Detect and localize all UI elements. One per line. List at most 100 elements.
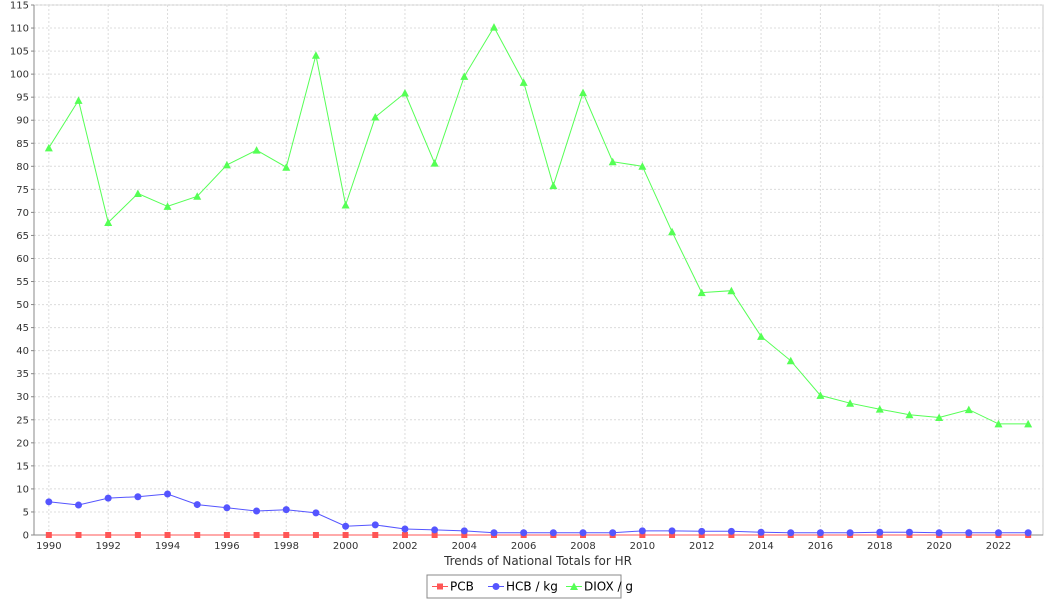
series <box>44 23 1033 538</box>
data-point <box>905 410 914 419</box>
x-tick-label: 2004 <box>452 541 477 552</box>
data-point <box>105 532 112 538</box>
data-point <box>1024 419 1033 428</box>
x-tick-label: 2020 <box>926 541 951 552</box>
data-point <box>698 532 705 538</box>
data-point <box>816 529 824 537</box>
data-point <box>400 89 409 97</box>
x-tick-label: 2006 <box>511 541 536 552</box>
data-point <box>371 112 380 121</box>
data-point <box>638 527 646 535</box>
data-point <box>549 529 557 537</box>
y-tick-label: 35 <box>16 369 29 380</box>
x-tick-label: 2008 <box>570 541 595 552</box>
data-point <box>965 529 973 537</box>
x-tick-label: 2012 <box>689 541 714 552</box>
data-point <box>697 288 706 297</box>
data-point <box>638 162 647 170</box>
data-point <box>461 532 468 538</box>
data-point <box>519 78 528 86</box>
y-tick-label: 15 <box>16 461 29 472</box>
y-tick-label: 10 <box>16 484 29 495</box>
y-tick-label: 105 <box>10 47 29 58</box>
gridlines <box>33 4 1044 536</box>
x-tick-label: 1990 <box>36 541 61 552</box>
data-point <box>608 157 617 166</box>
data-point <box>342 532 349 538</box>
data-point <box>193 192 202 200</box>
data-point <box>45 532 52 538</box>
x-tick-label: 2002 <box>392 541 417 552</box>
data-point <box>935 413 944 421</box>
x-tick-label: 2000 <box>333 541 358 552</box>
y-tick-label: 40 <box>16 346 29 357</box>
x-tick-label: 2010 <box>630 541 655 552</box>
data-point <box>75 501 83 509</box>
data-point <box>282 506 290 514</box>
y-tick-label: 25 <box>16 415 29 426</box>
data-point <box>223 504 231 512</box>
y-tick-label: 85 <box>16 139 29 150</box>
data-point <box>757 332 766 340</box>
data-point <box>133 189 142 197</box>
legend-label: HCB / kg <box>506 580 558 594</box>
data-point <box>164 490 172 498</box>
data-point <box>787 529 795 537</box>
data-point <box>401 532 408 538</box>
data-point <box>846 399 855 407</box>
series-hcb-kg <box>45 490 1032 537</box>
series-diox-g <box>44 23 1033 428</box>
data-point <box>222 160 231 169</box>
x-axis-title: Trends of National Totals for HR <box>443 554 632 568</box>
data-point <box>163 202 172 210</box>
y-tick-label: 90 <box>16 116 29 127</box>
data-point <box>935 529 943 537</box>
data-point <box>994 419 1003 428</box>
data-point <box>44 143 53 152</box>
data-point <box>253 507 261 515</box>
y-tick-label: 115 <box>10 1 29 12</box>
data-point <box>74 96 83 104</box>
data-point <box>371 521 379 529</box>
data-point <box>698 527 706 535</box>
x-tick-label: 2016 <box>808 541 833 552</box>
data-point <box>401 525 409 533</box>
data-point <box>223 532 230 538</box>
y-tick-label: 75 <box>16 185 29 196</box>
data-point <box>728 532 735 538</box>
y-tick-label: 100 <box>10 70 29 81</box>
series-line <box>48 493 1029 534</box>
data-point <box>609 529 617 537</box>
data-point <box>431 532 438 538</box>
legend-box <box>426 574 622 599</box>
data-point <box>282 163 291 171</box>
data-point <box>579 88 588 97</box>
data-point <box>312 532 319 538</box>
data-point <box>876 528 884 536</box>
x-tick-label: 2022 <box>986 541 1011 552</box>
data-point <box>489 23 498 31</box>
data-point <box>905 528 913 536</box>
x-tick-label: 1992 <box>95 541 120 552</box>
y-tick-label: 50 <box>16 300 29 311</box>
data-point <box>283 532 290 538</box>
y-tick-label: 45 <box>16 323 29 334</box>
data-point <box>994 529 1002 537</box>
data-point <box>164 532 171 538</box>
data-point <box>134 532 141 538</box>
x-tick-label: 2018 <box>867 541 892 552</box>
y-tick-label: 30 <box>16 392 29 403</box>
data-point <box>460 527 468 535</box>
data-point <box>490 529 498 537</box>
y-tick-label: 20 <box>16 438 29 449</box>
data-point <box>104 494 112 502</box>
legend-label: PCB <box>450 580 474 594</box>
x-tick-label: 1994 <box>155 541 180 552</box>
data-point <box>1024 529 1032 537</box>
x-tick-label: 1996 <box>214 541 239 552</box>
data-point <box>431 526 439 534</box>
data-point <box>786 356 795 365</box>
data-point <box>549 181 558 190</box>
